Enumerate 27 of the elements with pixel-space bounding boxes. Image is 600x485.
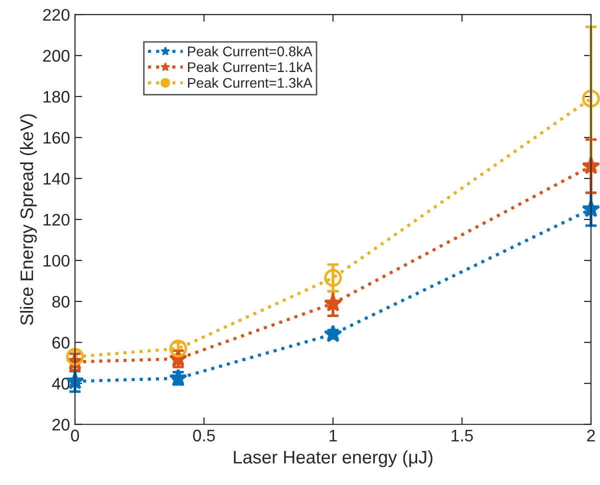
y-tick-label: 20 xyxy=(52,418,70,431)
x-axis-title: Laser Heater energy (μJ) xyxy=(234,450,432,468)
x-tick-label: 0.5 xyxy=(193,430,215,442)
legend-label: Peak Current=0.8kA xyxy=(188,46,312,56)
y-tick-label: 40 xyxy=(52,378,70,390)
point xyxy=(582,156,600,174)
x-tick-label: 0 xyxy=(71,430,79,442)
y-tick-label: 180 xyxy=(44,90,70,103)
y-tick-label: 60 xyxy=(52,336,70,349)
y-axis-title: Slice Energy Spread (keV) xyxy=(20,114,37,326)
x-tick-label: 1.5 xyxy=(452,430,473,442)
point xyxy=(324,324,342,342)
x-tick-label: 1 xyxy=(330,430,337,442)
y-tick-label: 140 xyxy=(44,172,70,185)
point xyxy=(324,294,342,312)
y-tick-label: 100 xyxy=(44,254,70,267)
point xyxy=(66,348,84,366)
legend-label: Peak Current=1.1kA xyxy=(188,62,312,72)
y-tick-label: 120 xyxy=(44,214,70,226)
x-tick-label: 2 xyxy=(587,430,595,442)
legend-label: Peak Current=1.3kA xyxy=(188,78,312,88)
point xyxy=(582,90,600,108)
y-tick-label: 160 xyxy=(44,132,70,144)
y-tick-label: 220 xyxy=(43,8,70,21)
point xyxy=(324,268,342,287)
y-tick-label: 80 xyxy=(52,296,70,308)
y-tick-label: 200 xyxy=(43,50,70,62)
